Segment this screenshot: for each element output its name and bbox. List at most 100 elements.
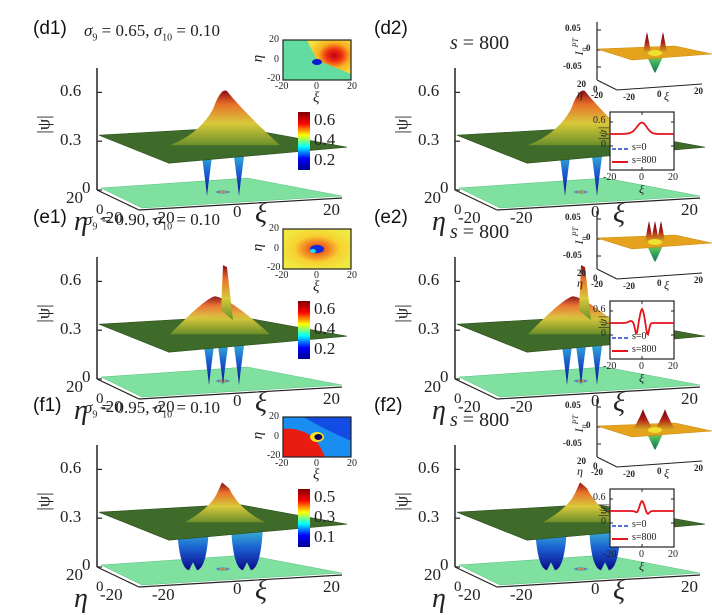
d1-phase-frame (282, 39, 352, 81)
e1-xlabel: ξ (255, 387, 267, 418)
e1-xtick-label: 20 (323, 389, 340, 408)
e2-dip-1 (561, 338, 573, 386)
d2-dip-1 (559, 149, 571, 197)
d2-xtick-label: 20 (681, 200, 698, 219)
e1-ytick-label: 20 (66, 377, 83, 396)
d2-legend-label-s800: s=800 (632, 155, 657, 166)
e1-ztick-label: 0 (82, 367, 91, 386)
d2-base-projection (561, 187, 605, 197)
f1-colorbar-gradient (298, 489, 310, 547)
d2-inpt-xlabel: ξ (664, 89, 670, 103)
d1-phase-sector (306, 40, 351, 74)
f2-inpt-eta-axis (596, 456, 618, 468)
f1-phase-ytick: 0 (274, 431, 279, 442)
f1-ytick-label: 20 (66, 565, 83, 584)
e1-phase-xtick: -20 (275, 270, 289, 281)
d1-eta-axis (96, 189, 140, 211)
d1-zlabel: |ψ| (33, 115, 54, 134)
e2-profile-plot (609, 300, 675, 360)
d2-profile-frame (609, 111, 675, 171)
e2-inpt-peak-3 (657, 221, 665, 242)
d1-colorbar-gradient (298, 112, 310, 170)
d2-dip-2 (591, 149, 603, 197)
e2-profile-line-s800 (610, 307, 674, 337)
e2-inpt-ztick-label: 0 (586, 232, 591, 242)
d1-phase-xlabel: ξ (313, 90, 320, 106)
d2-profile-xtick-label: 20 (668, 172, 678, 183)
d2-inpt-ytick-label: 20 (577, 79, 586, 89)
d1-phase-ytick: 20 (269, 34, 279, 45)
f2-inpt-zlabel: InPT (570, 415, 589, 433)
f2-inpt-ytick-label: 0 (593, 461, 598, 471)
d1-ytick-label: -20 (100, 208, 123, 227)
e1-phase-ytick: 0 (274, 243, 279, 254)
f2-profile-ylabel: |ψ| (595, 503, 610, 518)
d2-profile-ytick-label: 0.6 (593, 115, 606, 126)
f1-xtick-label: 0 (233, 579, 242, 598)
d2-xlabel: ξ (613, 198, 625, 229)
d1-phase-ytick: -20 (267, 73, 281, 84)
f1-phase-xlabel: ξ (313, 467, 320, 483)
e2-ytick-label: 0 (454, 391, 462, 407)
e1-phase-ylabel: η (250, 243, 267, 252)
f1-colorbar (298, 489, 310, 547)
f2-xtick-label: 20 (681, 577, 698, 596)
e1-phase-core-ring (309, 249, 316, 253)
d2-profile-ytick-label: 0 (601, 139, 606, 150)
e2-profile-xtick-label: 0 (639, 361, 644, 372)
d1-xtick-label: 0 (233, 202, 242, 221)
d1-ylabel: η (74, 206, 88, 237)
f1-phase-ytick: -20 (267, 450, 281, 461)
d2-inpt-ytick-label: 0 (593, 84, 598, 94)
f2-profile-ytick-label: 0 (601, 516, 606, 527)
f1-dip-2 (231, 526, 263, 571)
f1-xlabel: ξ (255, 575, 267, 606)
e1-parameter-text: σ9 = 0.90, σ10 = 0.10 (84, 210, 220, 233)
e1-colorbar-gradient (298, 301, 310, 359)
e1-dip-1 (203, 338, 215, 386)
e2-inpt-ztick-label: -0.05 (563, 250, 582, 260)
d2-inpt-plot (596, 22, 712, 91)
d2-s-value: s = 800 (450, 32, 510, 54)
d2-inpt-ztick-label: -0.05 (563, 61, 582, 71)
d1-colorbar-tick: 0.2 (314, 150, 336, 169)
f1-ztick-label: 0.3 (60, 507, 82, 527)
e2-eta-axis (454, 378, 498, 400)
f2-inpt-xlabel: ξ (664, 466, 670, 480)
d2-ytick-label: 20 (424, 188, 441, 207)
f2-inpt-ztick-label: -0.05 (563, 438, 582, 448)
f1-ztick-label: 0 (82, 555, 91, 574)
e1-panel-label: (e1) (33, 207, 67, 228)
e1-broad-hump (170, 296, 270, 335)
d2-zlabel: |ψ| (391, 115, 412, 134)
e2-dip-2 (575, 338, 587, 386)
f2-profile-xtick-label: 0 (639, 549, 644, 560)
f2-profile-plot (609, 488, 675, 548)
d2-eta-axis (454, 189, 498, 211)
f1-phase-sector-dark (303, 417, 351, 441)
f1-colorbar-tick: 0.5 (314, 487, 336, 506)
f2-inpt-xtick-label: 0 (657, 466, 662, 476)
f2-ztick-label: 0.3 (418, 507, 440, 527)
e1-dip-2 (217, 338, 229, 386)
f2-inpt-peak-1 (633, 409, 653, 430)
e2-inpt-xtick-label: 20 (694, 275, 703, 285)
f2-xtick-label: 0 (591, 579, 600, 598)
e1-phase-ytick: 20 (269, 223, 279, 234)
f2-profile-xtick-label: -20 (603, 549, 617, 560)
d2-profile-line-s800 (610, 121, 674, 135)
e2-panel-label: (e2) (374, 207, 408, 228)
e2-inpt-peak-2 (651, 221, 659, 242)
f2-legend-label-s0: s=0 (632, 519, 647, 530)
f2-ytick-label: 20 (424, 565, 441, 584)
f1-panel-label: (f1) (33, 395, 62, 416)
e1-ytick-label: 0 (96, 391, 104, 407)
e1-phase-map (282, 228, 352, 270)
e2-legend-label-s0: s=0 (632, 331, 647, 342)
f1-phase-frame (282, 416, 352, 458)
d2-inpt-ztick-label: 0.05 (565, 23, 581, 33)
e2-base-projection (561, 376, 605, 386)
f2-inpt-xi-axis (616, 460, 703, 468)
e1-zlabel: |ψ| (33, 304, 54, 323)
e2-ztick-label: 0 (440, 367, 449, 386)
